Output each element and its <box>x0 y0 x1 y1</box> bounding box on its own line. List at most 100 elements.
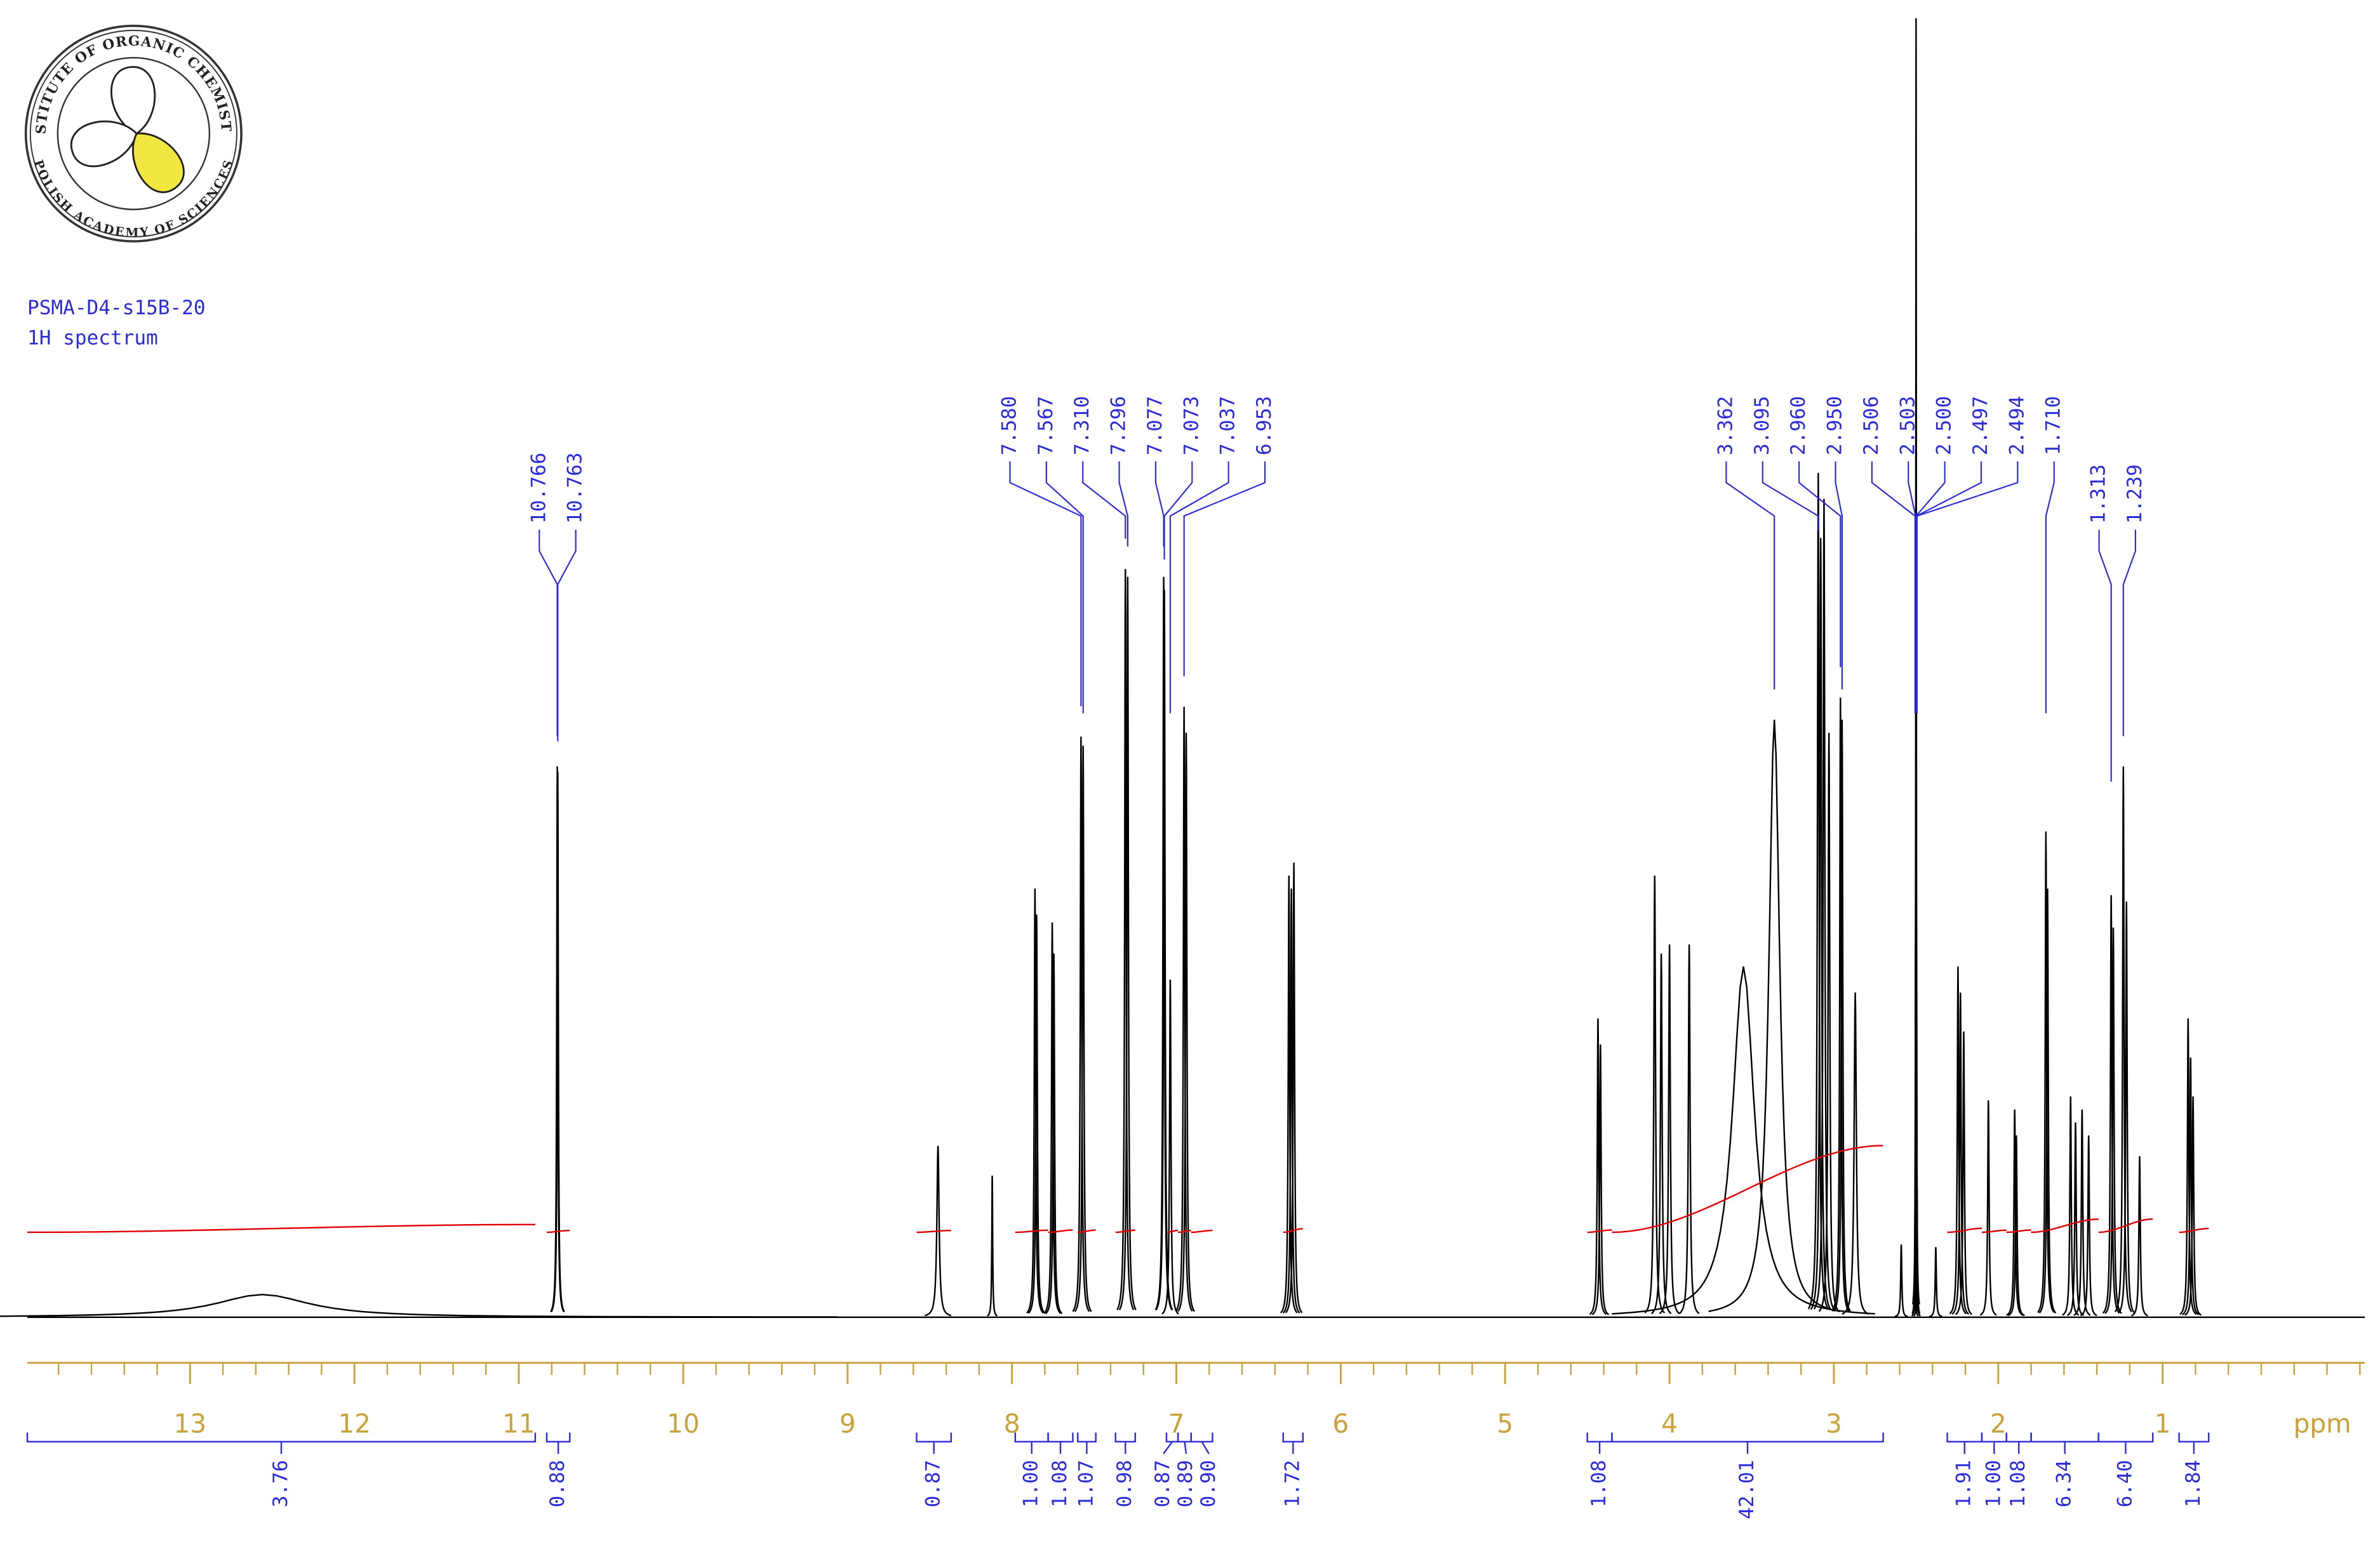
spectrum-peak <box>1072 736 1090 1312</box>
peak-label: 2.506 <box>1860 396 1883 456</box>
integral-label: 0.89 <box>1174 1460 1197 1508</box>
peak-label-leader <box>1916 461 2019 714</box>
integral-bracket <box>1611 1432 1884 1454</box>
integral-label: 1.08 <box>1588 1460 1610 1508</box>
x-tick-label: 6 <box>1332 1409 1349 1439</box>
integral-label: 1.84 <box>2182 1460 2205 1508</box>
spectrum-peak <box>1913 1187 1921 1317</box>
integral-curve <box>2031 1218 2099 1234</box>
integral-label: 1.72 <box>1281 1460 1304 1508</box>
spectrum-peak <box>1951 992 1969 1315</box>
peak-label: 2.503 <box>1896 396 1919 456</box>
spectrum-peak <box>1678 944 1700 1314</box>
peak-label-leader <box>1163 461 1193 560</box>
spectrum-title: PSMA-D4-s15B-20 <box>27 296 206 319</box>
peak-label: 1.313 <box>2087 464 2110 524</box>
spectrum-peak <box>1116 569 1135 1310</box>
integral-label: 1.00 <box>1020 1460 1043 1508</box>
peak-label: 7.580 <box>998 396 1020 456</box>
integral-label: 3.76 <box>269 1460 292 1508</box>
integral-curve <box>916 1229 951 1234</box>
spectrum-peak <box>2114 766 2132 1312</box>
integral-bracket <box>545 1432 571 1454</box>
spectrum-subtitle: 1H spectrum <box>27 327 158 350</box>
spectrum-peak <box>1161 979 1179 1315</box>
spectrum-peak <box>1282 888 1300 1314</box>
integral-curve <box>2006 1229 2031 1234</box>
logo-lobe <box>110 66 156 135</box>
integral-curve <box>1283 1228 1303 1234</box>
spectrum-peak <box>1285 862 1303 1314</box>
spectrum-peak <box>1813 498 1835 1310</box>
peak-label-leader <box>1871 461 1916 714</box>
integral-curve <box>2098 1218 2153 1234</box>
peak-label-leader <box>1835 461 1843 689</box>
spectrum-peak <box>1894 1244 1908 1317</box>
integral-bracket <box>1076 1432 1097 1454</box>
integral-curve <box>1166 1229 1179 1234</box>
x-tick-label: 11 <box>502 1409 535 1439</box>
integral-bracket <box>1190 1432 1213 1454</box>
peak-label-leader <box>1762 461 1819 531</box>
x-tick-label: 9 <box>839 1409 856 1439</box>
spectrum-peak <box>1979 1100 1997 1316</box>
integral-label: 0.87 <box>1151 1460 1174 1508</box>
integral-curve <box>1015 1229 1048 1234</box>
spectrum-peak <box>987 1175 998 1317</box>
peak-label: 7.567 <box>1034 396 1057 456</box>
peak-label-leader <box>1725 461 1775 689</box>
x-tick-label: 2 <box>1990 1409 2007 1439</box>
spectrum-peak <box>2067 1122 2084 1316</box>
integral-bracket <box>916 1432 953 1454</box>
x-tick-label: 4 <box>1661 1409 1678 1439</box>
peak-label: 10.766 <box>527 453 550 524</box>
spectrum-peak <box>2073 1109 2091 1316</box>
peak-label: 10.763 <box>564 453 587 524</box>
spectrum-peak <box>1807 472 1829 1310</box>
integral-label: 1.07 <box>1074 1460 1097 1508</box>
peak-label: 2.960 <box>1787 396 1810 456</box>
x-tick-label: 10 <box>667 1409 700 1439</box>
spectrum-peak <box>2184 1096 2202 1316</box>
spectrum-peak <box>1708 719 1841 1312</box>
x-tick-label: 12 <box>338 1409 371 1439</box>
peak-label: 3.095 <box>1751 396 1774 456</box>
peak-label: 1.710 <box>2042 396 2065 456</box>
spectrum-peak <box>2038 888 2057 1314</box>
integral-bracket <box>1946 1432 1983 1454</box>
peak-label-leader <box>1045 461 1084 714</box>
peak-label: 7.296 <box>1107 396 1130 456</box>
peak-label: 6.953 <box>1253 396 1276 456</box>
peak-label-leader <box>1798 461 1842 668</box>
spectrum-peak <box>1831 697 1850 1312</box>
spectrum-peak <box>2131 1156 2148 1317</box>
x-tick-label: 7 <box>1168 1409 1185 1439</box>
peak-label-leader <box>538 529 558 736</box>
spectrum-peak <box>1591 1044 1609 1315</box>
integral-bracket <box>2005 1432 2032 1454</box>
spectrum-peak <box>2117 902 2136 1314</box>
x-tick-label: 1 <box>2155 1409 2171 1439</box>
integral-label: 1.00 <box>1982 1460 2005 1508</box>
integral-bracket <box>1047 1432 1074 1454</box>
peak-label-leader <box>1009 461 1082 707</box>
logo-ring <box>57 57 211 211</box>
spectrum-peak <box>2179 1018 2197 1315</box>
peak-label: 2.500 <box>1933 396 1956 456</box>
peak-label: 2.950 <box>1824 396 1847 456</box>
spectrum-peak <box>1155 590 1173 1311</box>
spectrum-peak <box>0 1293 838 1318</box>
integral-curve <box>1178 1229 1191 1234</box>
spectrum-peak <box>2182 1057 2200 1315</box>
integral-label: 0.87 <box>922 1460 945 1508</box>
spectrum-peak <box>1659 944 1680 1314</box>
peak-label-leader <box>2045 461 2055 714</box>
integral-label: 1.91 <box>1953 1460 1976 1508</box>
peak-label-leader <box>1154 461 1165 547</box>
logo-lobe <box>70 120 138 168</box>
peak-label-leader <box>1915 461 1946 531</box>
spectrum-peak <box>1074 745 1092 1312</box>
spectrum-peak <box>2037 831 2055 1314</box>
